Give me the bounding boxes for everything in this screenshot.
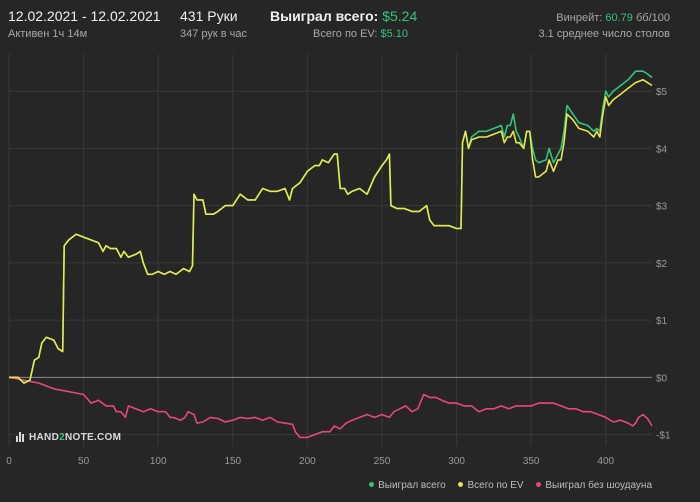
chart-series bbox=[8, 70, 653, 439]
date-range: 12.02.2021 - 12.02.2021 bbox=[8, 8, 161, 24]
y-tick-label: -$1 bbox=[656, 431, 671, 442]
chart-legend: Выиграл всего Всего по EV Выиграл без шо… bbox=[359, 480, 652, 491]
y-axis-ticks: -$1 $0 $1 $2 $3 $4 $5 bbox=[656, 87, 671, 441]
winrate-value: 60.79 bbox=[605, 12, 633, 24]
won-info: Выиграл всего: $5.24 Всего по EV: $5.10 bbox=[270, 6, 417, 42]
x-tick-label: 250 bbox=[374, 456, 391, 467]
series-line-ev bbox=[9, 79, 653, 384]
y-tick-label: $2 bbox=[656, 259, 668, 270]
winrate-unit: бб/100 bbox=[635, 12, 670, 24]
session-info: 12.02.2021 - 12.02.2021 Активен 1ч 14м bbox=[8, 6, 161, 42]
y-tick-label: $0 bbox=[656, 373, 668, 384]
ev-label: Всего по EV: bbox=[313, 28, 378, 40]
legend-dot-won bbox=[369, 482, 375, 487]
logo-icon bbox=[16, 432, 25, 445]
legend-dot-ev bbox=[458, 482, 464, 487]
y-tick-label: $5 bbox=[656, 87, 668, 98]
hands-info: 431 Руки 347 рук в час bbox=[180, 6, 247, 42]
won-label: Выиграл всего: bbox=[270, 8, 379, 24]
legend-item-nsd[interactable]: Выиграл без шоудауна bbox=[536, 480, 652, 491]
series-line-won bbox=[9, 70, 653, 384]
legend-item-won[interactable]: Выиграл всего bbox=[369, 480, 448, 491]
x-tick-label: 100 bbox=[150, 456, 167, 467]
hand2note-logo: HAND2NOTE.COM bbox=[16, 432, 121, 445]
active-time: Активен 1ч 14м bbox=[8, 28, 88, 40]
avg-tables: 3.1 среднее число столов bbox=[538, 28, 670, 40]
x-tick-label: 350 bbox=[523, 456, 540, 467]
x-tick-label: 0 bbox=[6, 456, 12, 467]
winrate-label: Винрейт: bbox=[556, 12, 603, 24]
winrate-info: Винрейт: 60.79 бб/100 3.1 среднее число … bbox=[500, 10, 670, 42]
chart-grid bbox=[8, 54, 652, 446]
y-tick-label: $3 bbox=[656, 202, 668, 213]
y-tick-label: $1 bbox=[656, 316, 668, 327]
x-tick-label: 50 bbox=[78, 456, 90, 467]
won-value: $5.24 bbox=[382, 8, 418, 24]
x-tick-label: 400 bbox=[597, 456, 614, 467]
legend-item-ev[interactable]: Всего по EV bbox=[458, 480, 526, 491]
x-axis-ticks: 0 50 100 150 200 250 300 350 400 bbox=[6, 456, 614, 467]
header: 12.02.2021 - 12.02.2021 Активен 1ч 14м 4… bbox=[0, 6, 700, 46]
bankroll-chart: 0 50 100 150 200 250 300 350 400 -$1 $0 $1 $2 $3 $4 $5 bbox=[6, 54, 671, 467]
series-line-nsd bbox=[8, 376, 653, 439]
hands-count: 431 Руки bbox=[180, 8, 238, 24]
x-tick-label: 300 bbox=[448, 456, 465, 467]
hands-per-hour: 347 рук в час bbox=[180, 28, 248, 40]
x-tick-label: 150 bbox=[224, 456, 241, 467]
ev-value: $5.10 bbox=[380, 28, 408, 40]
x-tick-label: 200 bbox=[299, 456, 316, 467]
y-tick-label: $4 bbox=[656, 144, 668, 155]
legend-dot-nsd bbox=[536, 482, 542, 487]
